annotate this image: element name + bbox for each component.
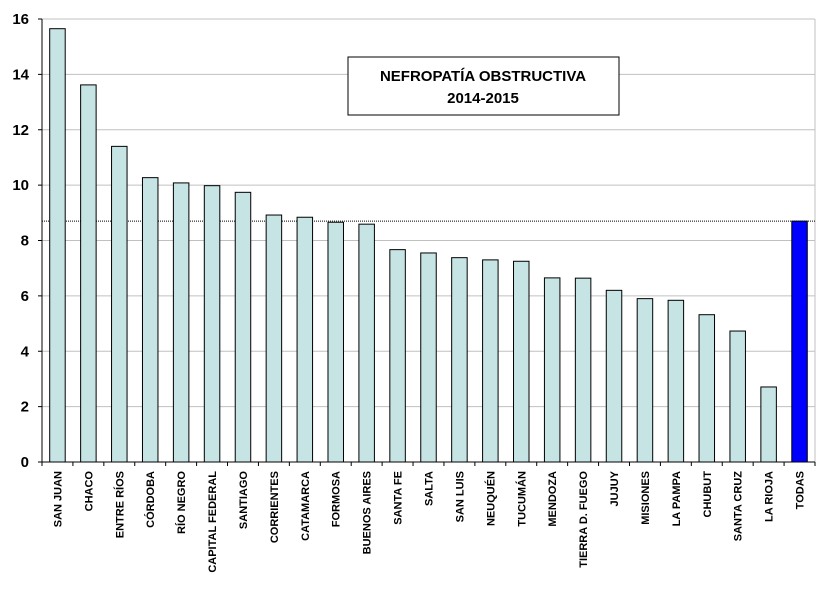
- bar: [49, 28, 66, 463]
- x-tick-label: NEUQUÉN: [484, 471, 497, 526]
- y-tick-label: 4: [21, 343, 30, 360]
- bar: [482, 259, 499, 463]
- x-tick-label: SAN LUIS: [454, 471, 466, 522]
- bar: [636, 298, 654, 463]
- bar: [141, 177, 159, 463]
- y-tick-label: 16: [12, 11, 29, 28]
- x-tick-label: MISIONES: [640, 471, 652, 525]
- bar: [451, 257, 468, 463]
- x-tick-label: RÍO NEGRO: [175, 471, 188, 534]
- bar: [203, 185, 221, 463]
- x-tick-label: ENTRE RÍOS: [113, 471, 126, 538]
- bar: [791, 220, 808, 463]
- bar: [358, 223, 375, 463]
- x-tick-labels: SAN JUAN CHACO ENTRE RÍOS CÓRDOBA RÍO NEGRO C…: [41, 462, 816, 573]
- bars: [49, 28, 808, 463]
- bar: [265, 214, 283, 463]
- x-tick-label: CAPITAL FEDERAL: [207, 471, 219, 573]
- y-tick-label: 6: [21, 288, 29, 305]
- x-tick-label: CORRIENTES: [269, 471, 281, 543]
- bar: [111, 145, 128, 463]
- chart-subtitle: 2014-2015: [447, 90, 519, 107]
- x-tick-label: SALTA: [424, 471, 436, 506]
- x-tick-label: TODAS: [795, 471, 807, 509]
- bar: [574, 277, 592, 463]
- bar: [729, 330, 746, 463]
- bar: [698, 314, 716, 463]
- bar: [172, 182, 190, 463]
- chart-title: NEFROPATÍA OBSTRUCTIVA: [380, 68, 586, 85]
- y-tick-label: 12: [12, 122, 29, 139]
- bar: [420, 252, 437, 463]
- x-tick-label: SANTA FE: [393, 471, 405, 525]
- x-tick-label: FORMOSA: [331, 471, 343, 527]
- x-tick-label: CHUBUT: [702, 471, 714, 518]
- y-tick-label: 10: [12, 177, 29, 194]
- bar: [234, 191, 252, 463]
- bar: [296, 216, 314, 463]
- bar: [80, 84, 97, 463]
- x-tick-label: SANTA CRUZ: [733, 471, 745, 542]
- x-tick-label: MENDOZA: [547, 471, 559, 527]
- bar: [513, 260, 530, 463]
- x-tick-label: TIERRA D. FUEGO: [578, 471, 590, 568]
- bar: [327, 221, 344, 463]
- y-tick-label: 0: [21, 454, 29, 471]
- x-tick-label: CATAMARCA: [300, 471, 312, 541]
- x-tick-label: JUJUY: [609, 470, 621, 506]
- x-tick-label: CHACO: [83, 471, 95, 512]
- x-tick-label: CÓRDOBA: [144, 471, 157, 528]
- chart-title-box: NEFROPATÍA OBSTRUCTIVA 2014-2015: [347, 56, 620, 116]
- x-tick-label: LA PAMPA: [671, 471, 683, 526]
- bar: [760, 386, 777, 463]
- x-tick-label: SANTIAGO: [238, 471, 250, 530]
- bar: [667, 299, 685, 463]
- bar: [543, 277, 561, 463]
- bar: [389, 249, 406, 463]
- y-tick-label: 2: [21, 399, 29, 416]
- y-tick-labels: 0 2 4 6 8 10 12 14 16: [12, 11, 42, 471]
- x-tick-label: SAN JUAN: [52, 471, 64, 527]
- y-tick-label: 14: [12, 66, 29, 83]
- y-tick-label: 8: [21, 233, 29, 250]
- bar: [605, 289, 623, 463]
- x-tick-label: LA RIOJA: [764, 471, 776, 522]
- x-tick-label: BUENOS AIRES: [362, 471, 374, 554]
- x-tick-label: TUCUMÁN: [515, 471, 528, 527]
